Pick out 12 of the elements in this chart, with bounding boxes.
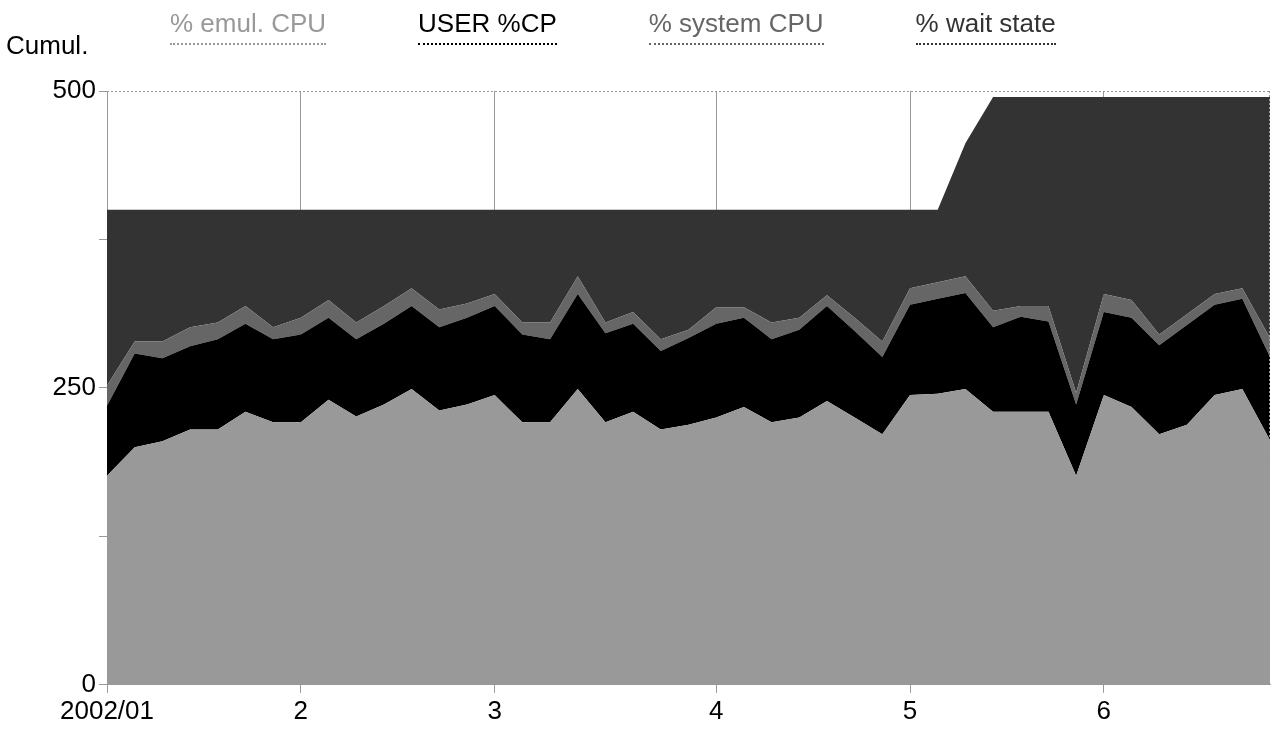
y-tick-label: 500 xyxy=(52,74,96,105)
y-axis-title: Cumul. xyxy=(6,30,89,61)
x-tick-label: 4 xyxy=(708,694,724,725)
text: % emul. CPU xyxy=(170,8,327,45)
text: USER %CP xyxy=(418,8,557,45)
x-tick-label: 3 xyxy=(487,694,502,725)
x-tick-label: 6 xyxy=(1096,694,1112,725)
text: % system CPU xyxy=(648,8,824,45)
x-tick-label: 5 xyxy=(902,694,918,725)
y-tick-label: 250 xyxy=(52,371,96,402)
x-tick-label: 2 xyxy=(293,694,309,725)
text: % wait state xyxy=(915,8,1056,45)
